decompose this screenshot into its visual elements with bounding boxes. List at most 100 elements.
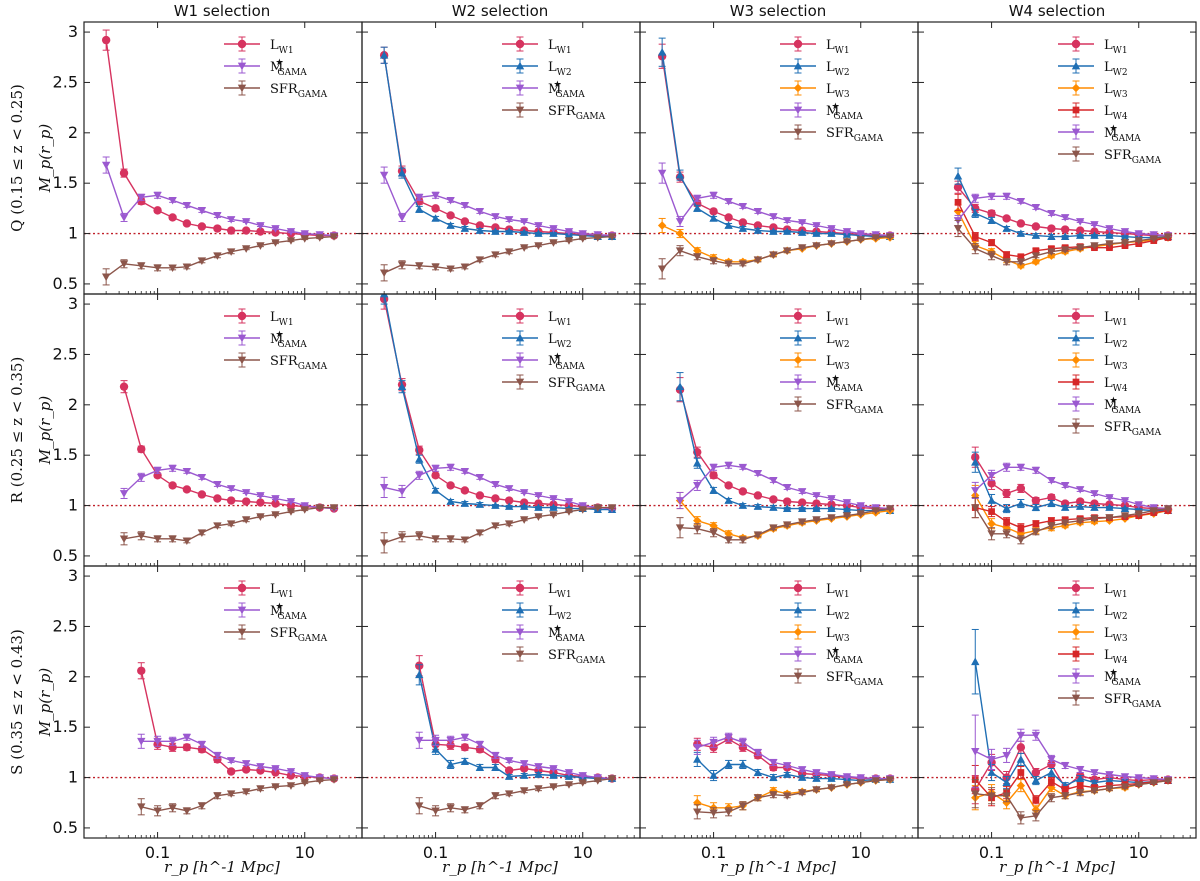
data-point-SFR_GAMA: [256, 242, 265, 250]
data-point-SFR_GAMA: [475, 529, 485, 537]
x-tick-label-r2c0-1: 10: [295, 843, 315, 862]
legend-marker-SFR_GAMA: [515, 650, 525, 659]
series-SFR_GAMA-r2c0: [137, 776, 339, 817]
data-point-SFR_GAMA: [226, 520, 236, 528]
data-point-M_GAMA: [738, 738, 748, 747]
legend-marker-SFR_GAMA: [515, 378, 525, 387]
data-point-L_W4: [1003, 518, 1010, 526]
data-point-SFR_GAMA: [1047, 248, 1056, 256]
data-point-L_W1: [475, 221, 485, 230]
legend-label-sub: GAMA: [833, 656, 863, 666]
data-point-SFR_GAMA: [1060, 519, 1070, 527]
data-point-L_W1: [137, 666, 146, 675]
data-point-SFR_GAMA: [460, 536, 470, 545]
data-point-M_GAMA: [1016, 197, 1026, 206]
legend-label-sub: GAMA: [298, 90, 328, 100]
data-point-L_W1: [197, 490, 207, 499]
data-point-L_W4: [1032, 520, 1040, 528]
data-point-SFR_GAMA: [987, 530, 996, 538]
data-point-SFR_GAMA: [675, 524, 685, 532]
legend-label-sub: GAMA: [1132, 700, 1162, 710]
data-point-L_W2: [534, 503, 543, 511]
series-L_W2-r0c1: [379, 46, 617, 240]
data-point-L_W1: [769, 495, 778, 504]
data-point-M_GAMA: [153, 466, 162, 475]
legend-label-L_W1: LW1: [826, 310, 850, 328]
legend-label-sub: W1: [279, 590, 294, 600]
data-point-M_GAMA: [226, 485, 236, 493]
data-point-SFR_GAMA: [226, 790, 236, 798]
data-point-L_W2: [971, 657, 980, 666]
series-line-M_GAMA: [383, 174, 613, 237]
series-line-M_GAMA: [384, 466, 613, 510]
data-point-L_W2: [827, 504, 836, 512]
data-point-L_W1: [241, 765, 251, 774]
legend-marker-L_W1: [515, 311, 525, 321]
data-point-L_W3: [1016, 781, 1026, 790]
data-point-SFR_GAMA: [329, 233, 339, 241]
legend-label-sub: GAMA: [298, 634, 328, 644]
data-point-M_GAMA: [769, 213, 778, 221]
data-point-L_W3: [675, 229, 685, 238]
legend-label-L_W4: LW4: [1104, 104, 1128, 122]
legend-label-SFR_GAMA: SFRGAMA: [1104, 692, 1162, 710]
y-tick-label-r2c0-5: 3: [68, 566, 78, 585]
legend-label-sub: GAMA: [298, 362, 328, 372]
data-point-L_W1: [256, 498, 265, 507]
legend-label-sub: W2: [835, 612, 850, 622]
data-point-SFR_GAMA: [504, 790, 514, 798]
legend-label-M_GAMA: M★ GAMA: [826, 646, 863, 666]
data-point-L_W4: [954, 198, 962, 206]
data-point-L_W1: [256, 227, 265, 236]
data-point-SFR_GAMA: [1105, 240, 1114, 248]
data-point-L_W2: [753, 226, 763, 234]
data-point-SFR_GAMA: [885, 233, 895, 241]
legend-label-sub: W2: [557, 340, 572, 350]
data-point-SFR_GAMA: [987, 252, 996, 260]
data-point-M_GAMA: [460, 467, 470, 476]
legend-label-main: L: [1104, 354, 1113, 369]
legend-label-main: SFR: [270, 82, 299, 97]
y-tick-label-r2c0-1: 1: [68, 768, 78, 787]
data-point-M_GAMA: [446, 463, 455, 472]
data-point-L_W2: [812, 229, 821, 237]
data-point-L_W1: [460, 217, 470, 226]
data-point-M_GAMA: [812, 222, 821, 230]
legend-label-L_W3: LW3: [1104, 82, 1128, 100]
x-tick-label-r2c3-0: 0.1: [979, 843, 1004, 862]
data-point-M_GAMA: [241, 218, 251, 226]
data-point-SFR_GAMA: [534, 513, 543, 521]
series-SFR_GAMA-r0c0: [101, 233, 339, 286]
data-point-L_W4: [1032, 796, 1040, 804]
legend-label-sup: ★: [831, 646, 839, 656]
data-point-M_GAMA: [1105, 494, 1114, 502]
panel-data-r1c0: [119, 380, 339, 546]
data-point-SFR_GAMA: [724, 260, 733, 268]
data-point-M_GAMA: [213, 481, 222, 489]
legend-label-sub: GAMA: [277, 68, 307, 78]
data-point-SFR_GAMA: [871, 234, 880, 242]
data-point-L_W2: [415, 205, 424, 213]
legend-label-L_W3: LW3: [826, 354, 850, 372]
data-point-L_W2: [675, 382, 685, 391]
series-SFR_GAMA-r2c1: [415, 775, 617, 817]
data-point-M_GAMA: [769, 759, 778, 767]
legend-label-sub: W1: [557, 590, 572, 600]
legend-label-L_W2: LW2: [826, 332, 850, 350]
data-point-L_W1: [1031, 768, 1041, 777]
data-point-M_GAMA: [491, 481, 500, 489]
data-point-SFR_GAMA: [782, 247, 792, 255]
data-point-L_W2: [709, 486, 718, 494]
legend-label-main: L: [826, 60, 835, 75]
data-point-M_GAMA: [286, 768, 296, 776]
data-point-M_GAMA: [842, 228, 852, 236]
legend-label-L_W1: LW1: [1104, 582, 1128, 600]
legend-label-main: L: [1104, 310, 1113, 325]
legend-marker-M_GAMA: [237, 334, 247, 343]
data-point-M_GAMA: [1002, 463, 1011, 472]
